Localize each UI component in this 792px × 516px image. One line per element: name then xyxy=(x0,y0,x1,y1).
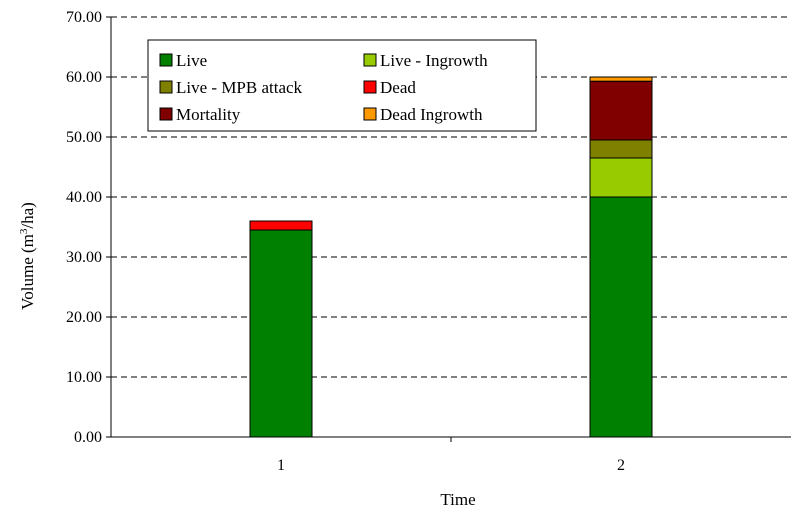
x-tick-label: 2 xyxy=(617,457,625,474)
legend-label: Mortality xyxy=(176,105,241,124)
legend-label: Dead xyxy=(380,78,416,97)
x-axis-title: Time xyxy=(440,490,475,509)
y-axis-title-suffix: /ha) xyxy=(18,202,37,228)
y-axis-title-superscript: 3 xyxy=(18,228,30,234)
y-tick-label: 30.00 xyxy=(66,249,102,266)
y-tick-label: 70.00 xyxy=(66,9,102,26)
bar-segment xyxy=(589,80,653,141)
y-tick-label: 40.00 xyxy=(66,189,102,206)
legend-label: Live - MPB attack xyxy=(176,78,303,97)
legend-swatch xyxy=(159,80,173,94)
legend-swatch xyxy=(363,107,377,121)
legend-swatch xyxy=(159,53,173,67)
y-tick-label: 0.00 xyxy=(74,429,102,446)
y-tick-label: 50.00 xyxy=(66,129,102,146)
y-axis-title-main: Volume (m xyxy=(18,234,37,310)
y-tick-label: 60.00 xyxy=(66,69,102,86)
legend-swatch xyxy=(363,53,377,67)
axes xyxy=(106,16,791,442)
legend: Live Live - Ingrowth Live - MPB attack Dead… xyxy=(147,39,537,132)
y-tick-label: 20.00 xyxy=(66,309,102,326)
legend-label: Dead Ingrowth xyxy=(380,105,483,124)
bar-segment xyxy=(249,220,313,231)
bar-segment xyxy=(589,196,653,438)
legend-swatch xyxy=(159,107,173,121)
bar-segment xyxy=(249,229,313,438)
y-tick-labels: 0.00 10.00 20.00 30.00 40.00 50.00 60.00 70.00 xyxy=(66,9,102,446)
y-tick-label: 10.00 xyxy=(66,369,102,386)
x-tick-label: 1 xyxy=(277,457,285,474)
bar-segment xyxy=(589,139,653,159)
legend-label: Live xyxy=(176,51,207,70)
legend-swatch xyxy=(363,80,377,94)
y-axis-title: Volume (m3/ha) xyxy=(18,202,37,310)
legend-box xyxy=(147,39,537,132)
bar-segment xyxy=(589,76,653,82)
bar-segment xyxy=(589,157,653,198)
legend-label: Live - Ingrowth xyxy=(380,51,488,70)
bar-segments xyxy=(249,76,653,438)
